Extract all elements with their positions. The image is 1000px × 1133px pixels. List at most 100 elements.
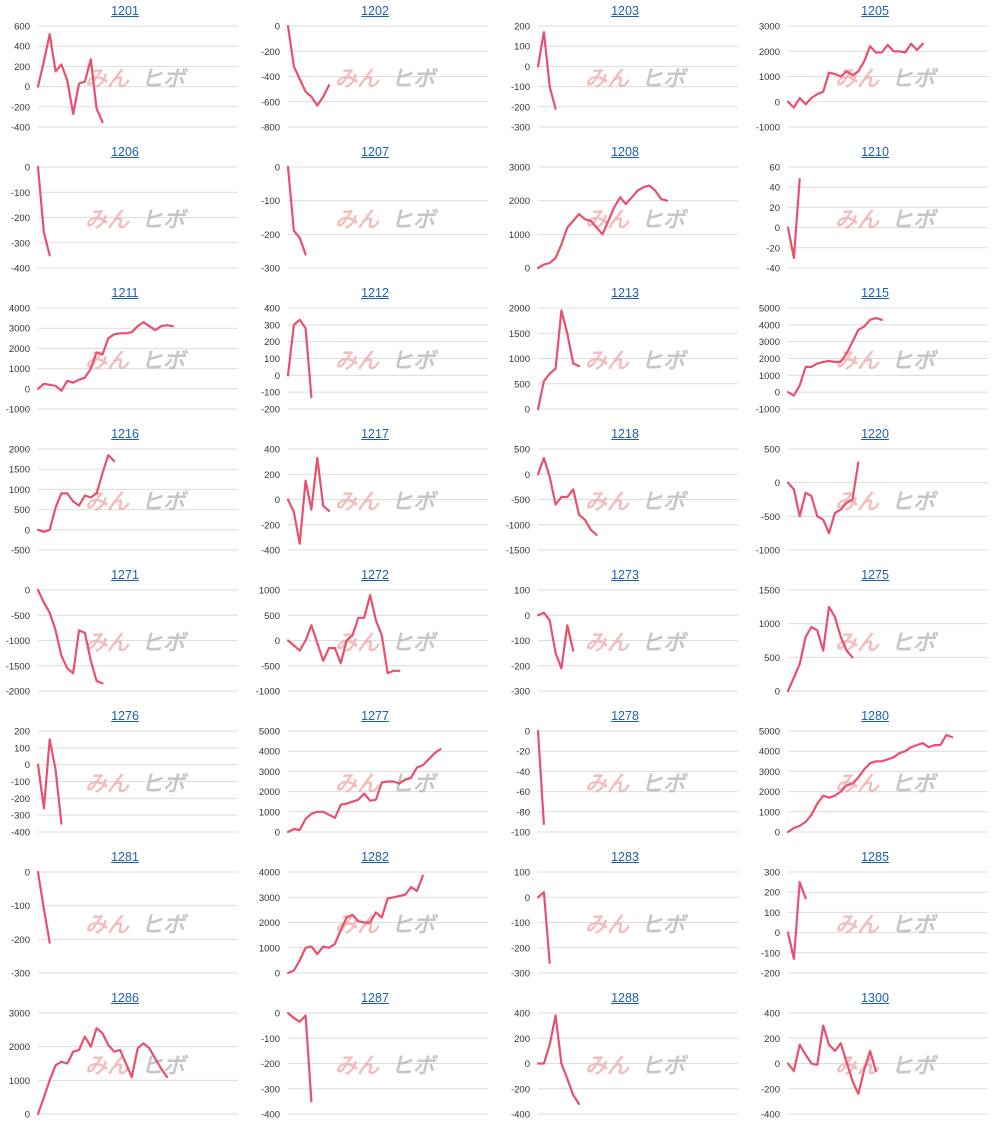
y-tick-label: 400 <box>264 445 280 456</box>
chart-panel-1283: 1283 100 0 -100 -200 -300 みん ヒボ <box>500 846 750 987</box>
watermark-part2: ヒボ <box>641 1054 689 1079</box>
watermark-part2: ヒボ <box>891 67 939 92</box>
chart-title-link[interactable]: 1220 <box>861 427 889 441</box>
y-tick-label: 100 <box>264 354 280 365</box>
watermark-part2: ヒボ <box>391 913 439 938</box>
chart-title-link[interactable]: 1285 <box>861 850 889 864</box>
series-line <box>36 165 51 257</box>
chart-title-link[interactable]: 1282 <box>361 850 389 864</box>
watermark-logo: みん ヒボ <box>85 631 189 656</box>
y-tick-label: 100 <box>14 743 30 754</box>
y-tick-label: 0 <box>275 969 280 980</box>
watermark-logo: みん ヒボ <box>835 349 939 374</box>
y-tick-label: 2000 <box>9 344 30 355</box>
chart-title-link[interactable]: 1283 <box>611 850 639 864</box>
y-tick-label: 20 <box>769 203 780 214</box>
y-tick-label: -200 <box>261 47 280 58</box>
chart-title-link[interactable]: 1217 <box>361 427 389 441</box>
chart-title-link[interactable]: 1206 <box>111 145 139 159</box>
line-chart: 3000 2000 1000 0 みん ヒボ <box>509 163 738 275</box>
y-tick-label: 0 <box>25 586 30 597</box>
series-line <box>536 1014 581 1106</box>
series-line <box>536 729 546 826</box>
chart-title-link[interactable]: 1286 <box>111 991 139 1005</box>
chart-title-link[interactable]: 1215 <box>861 286 889 300</box>
y-tick-label: 0 <box>25 163 30 174</box>
chart-title-link[interactable]: 1275 <box>861 568 889 582</box>
chart-title-link[interactable]: 1288 <box>611 991 639 1005</box>
y-tick-label: -100 <box>261 196 280 207</box>
watermark-logo: みん ヒボ <box>835 490 939 515</box>
watermark-logo: みん ヒボ <box>335 1054 439 1079</box>
chart-title-link[interactable]: 1202 <box>361 4 389 18</box>
watermark-part1: みん <box>85 490 130 515</box>
watermark-logo: みん ヒボ <box>85 913 189 938</box>
chart-title-link[interactable]: 1278 <box>611 709 639 723</box>
y-tick-label: 4000 <box>259 747 280 758</box>
y-tick-label: -100 <box>511 82 530 93</box>
series-line <box>536 30 557 110</box>
chart-panel-1212: 1212 400 300 200 100 0 -100 -200 みん ヒボ <box>250 282 500 423</box>
y-tick-label: 500 <box>764 653 780 664</box>
y-tick-label: 1000 <box>509 354 530 365</box>
series-line <box>786 880 807 961</box>
y-tick-label: -200 <box>11 213 30 224</box>
chart-title-link[interactable]: 1216 <box>111 427 139 441</box>
chart-title-link[interactable]: 1211 <box>111 286 139 300</box>
y-tick-label: 200 <box>14 62 30 73</box>
chart-title-link[interactable]: 1300 <box>861 991 889 1005</box>
chart-title-link[interactable]: 1287 <box>361 991 389 1005</box>
watermark-logo: みん ヒボ <box>85 349 189 374</box>
watermark-logo: みん ヒボ <box>835 631 939 656</box>
chart-title-link[interactable]: 1207 <box>361 145 389 159</box>
y-tick-label: -1000 <box>6 636 30 647</box>
y-tick-label: 0 <box>525 62 530 73</box>
chart-title-link[interactable]: 1272 <box>361 568 389 582</box>
chart-title-link[interactable]: 1276 <box>111 709 139 723</box>
chart-title-link[interactable]: 1201 <box>111 4 139 18</box>
chart-title-link[interactable]: 1277 <box>361 709 389 723</box>
watermark-part2: ヒボ <box>141 67 189 92</box>
chart-title-link[interactable]: 1208 <box>611 145 639 159</box>
watermark-part2: ヒボ <box>641 772 689 797</box>
y-tick-label: 0 <box>25 384 30 395</box>
y-tick-label: 400 <box>764 1009 780 1020</box>
y-tick-label: 400 <box>264 304 280 315</box>
chart-title-link[interactable]: 1218 <box>611 427 639 441</box>
chart-title-link[interactable]: 1212 <box>361 286 389 300</box>
watermark-part2: ヒボ <box>891 1054 939 1079</box>
y-tick-label: 0 <box>525 1059 530 1070</box>
watermark-logo: みん ヒボ <box>835 208 939 233</box>
y-tick-label: -1000 <box>756 123 780 134</box>
line-chart: 400 200 0 -200 -400 みん ヒボ <box>261 445 488 557</box>
watermark-part1: みん <box>85 913 130 938</box>
chart-title-link[interactable]: 1273 <box>611 568 639 582</box>
series-line <box>286 1011 313 1103</box>
chart-title-link[interactable]: 1280 <box>861 709 889 723</box>
chart-title-link[interactable]: 1281 <box>111 850 139 864</box>
series-line <box>286 874 424 975</box>
y-tick-label: -2000 <box>6 687 30 698</box>
y-tick-label: 500 <box>264 611 280 622</box>
watermark-logo: みん ヒボ <box>585 67 689 92</box>
chart-panel-1206: 1206 0 -100 -200 -300 -400 みん ヒボ <box>0 141 250 282</box>
y-tick-label: 0 <box>525 405 530 416</box>
y-tick-label: 200 <box>14 727 30 738</box>
y-tick-label: 0 <box>25 525 30 536</box>
watermark-logo: みん ヒボ <box>585 631 689 656</box>
y-tick-label: -200 <box>511 661 530 672</box>
chart-title-link[interactable]: 1203 <box>611 4 639 18</box>
chart-panel-1286: 1286 3000 2000 1000 0 みん ヒボ <box>0 987 250 1128</box>
y-tick-label: 1500 <box>9 465 30 476</box>
y-tick-label: 1500 <box>509 329 530 340</box>
y-tick-label: 0 <box>775 1059 780 1070</box>
chart-title-link[interactable]: 1213 <box>611 286 639 300</box>
y-tick-label: 2000 <box>509 196 530 207</box>
watermark-part2: ヒボ <box>141 349 189 374</box>
chart-title-link[interactable]: 1271 <box>111 568 139 582</box>
chart-title-link[interactable]: 1205 <box>861 4 889 18</box>
line-chart: 0 -200 -400 -600 -800 みん ヒボ <box>261 22 488 134</box>
y-tick-label: 1000 <box>509 230 530 241</box>
chart-title-link[interactable]: 1210 <box>861 145 889 159</box>
